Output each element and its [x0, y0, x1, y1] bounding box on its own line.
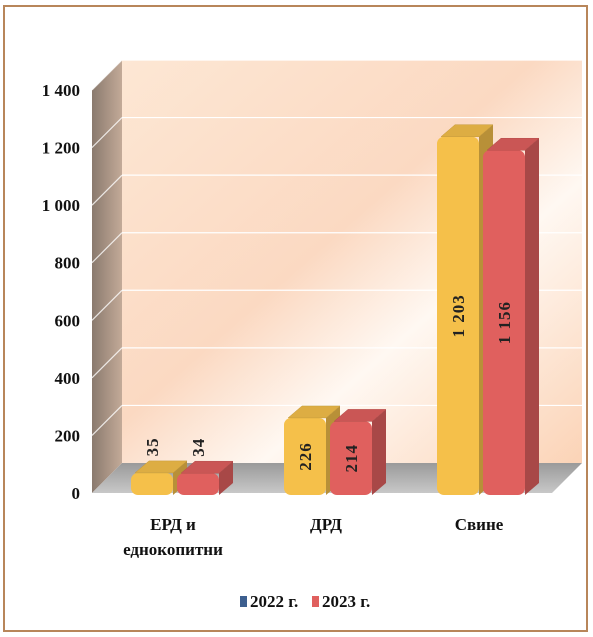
legend-label: 2022 г.	[250, 592, 298, 611]
y-tick-label: 1 200	[42, 139, 80, 158]
bar-side	[219, 461, 233, 495]
y-tick-label: 1 400	[42, 81, 80, 100]
bar-top	[440, 124, 494, 137]
gridline-side	[91, 405, 123, 436]
bar-top	[486, 137, 540, 151]
bar-side	[372, 409, 386, 495]
y-tick-label: 1 000	[42, 196, 80, 215]
gridline-side	[91, 59, 123, 91]
legend-swatch	[312, 596, 319, 607]
data-label: 1 156	[495, 301, 514, 344]
gridline-side	[91, 117, 123, 148]
data-label: 1 203	[449, 294, 468, 337]
gridline-side	[91, 347, 123, 379]
data-label: 214	[342, 444, 361, 473]
bar-front	[131, 472, 173, 495]
bar-front	[437, 136, 479, 495]
y-tick-label: 0	[72, 484, 81, 503]
gridline-side	[91, 289, 123, 321]
y-tick-label: 400	[55, 369, 81, 388]
bar-front	[483, 150, 525, 496]
legend-swatch	[240, 596, 247, 607]
data-label: 226	[296, 442, 315, 471]
bar-top	[134, 460, 188, 474]
bar-2023	[483, 137, 540, 496]
bar-front	[330, 421, 372, 495]
data-label: 35	[143, 437, 162, 456]
x-axis: ЕРД и еднокопитни ДРД Свине	[123, 515, 504, 559]
gridline-side	[91, 232, 123, 264]
y-tick-label: 800	[55, 254, 81, 273]
bar-front	[177, 473, 219, 495]
y-axis: 0 200 400 600 800 1 000 1 200 1 400	[42, 81, 80, 503]
category-label: ДРД	[310, 515, 342, 534]
bar-top	[180, 460, 234, 474]
bar-2023	[177, 460, 234, 495]
data-label: 34	[189, 438, 208, 457]
legend-label: 2023 г.	[322, 592, 370, 611]
category-label: еднокопитни	[123, 540, 223, 559]
side-wall	[92, 60, 122, 493]
category-label: ЕРД и	[150, 515, 196, 534]
bar-top	[333, 409, 387, 422]
y-tick-label: 200	[55, 426, 81, 445]
bar-top	[287, 405, 341, 419]
legend: 2022 г. 2023 г.	[240, 592, 370, 611]
category-label: Свине	[455, 515, 504, 534]
bar-front	[284, 417, 326, 495]
y-tick-label: 600	[55, 311, 81, 330]
bar-side	[525, 138, 539, 496]
bar-2023	[330, 409, 387, 495]
bars: 35 226 1 203 34 214 1 156	[131, 124, 540, 496]
gridline-side	[91, 174, 123, 206]
